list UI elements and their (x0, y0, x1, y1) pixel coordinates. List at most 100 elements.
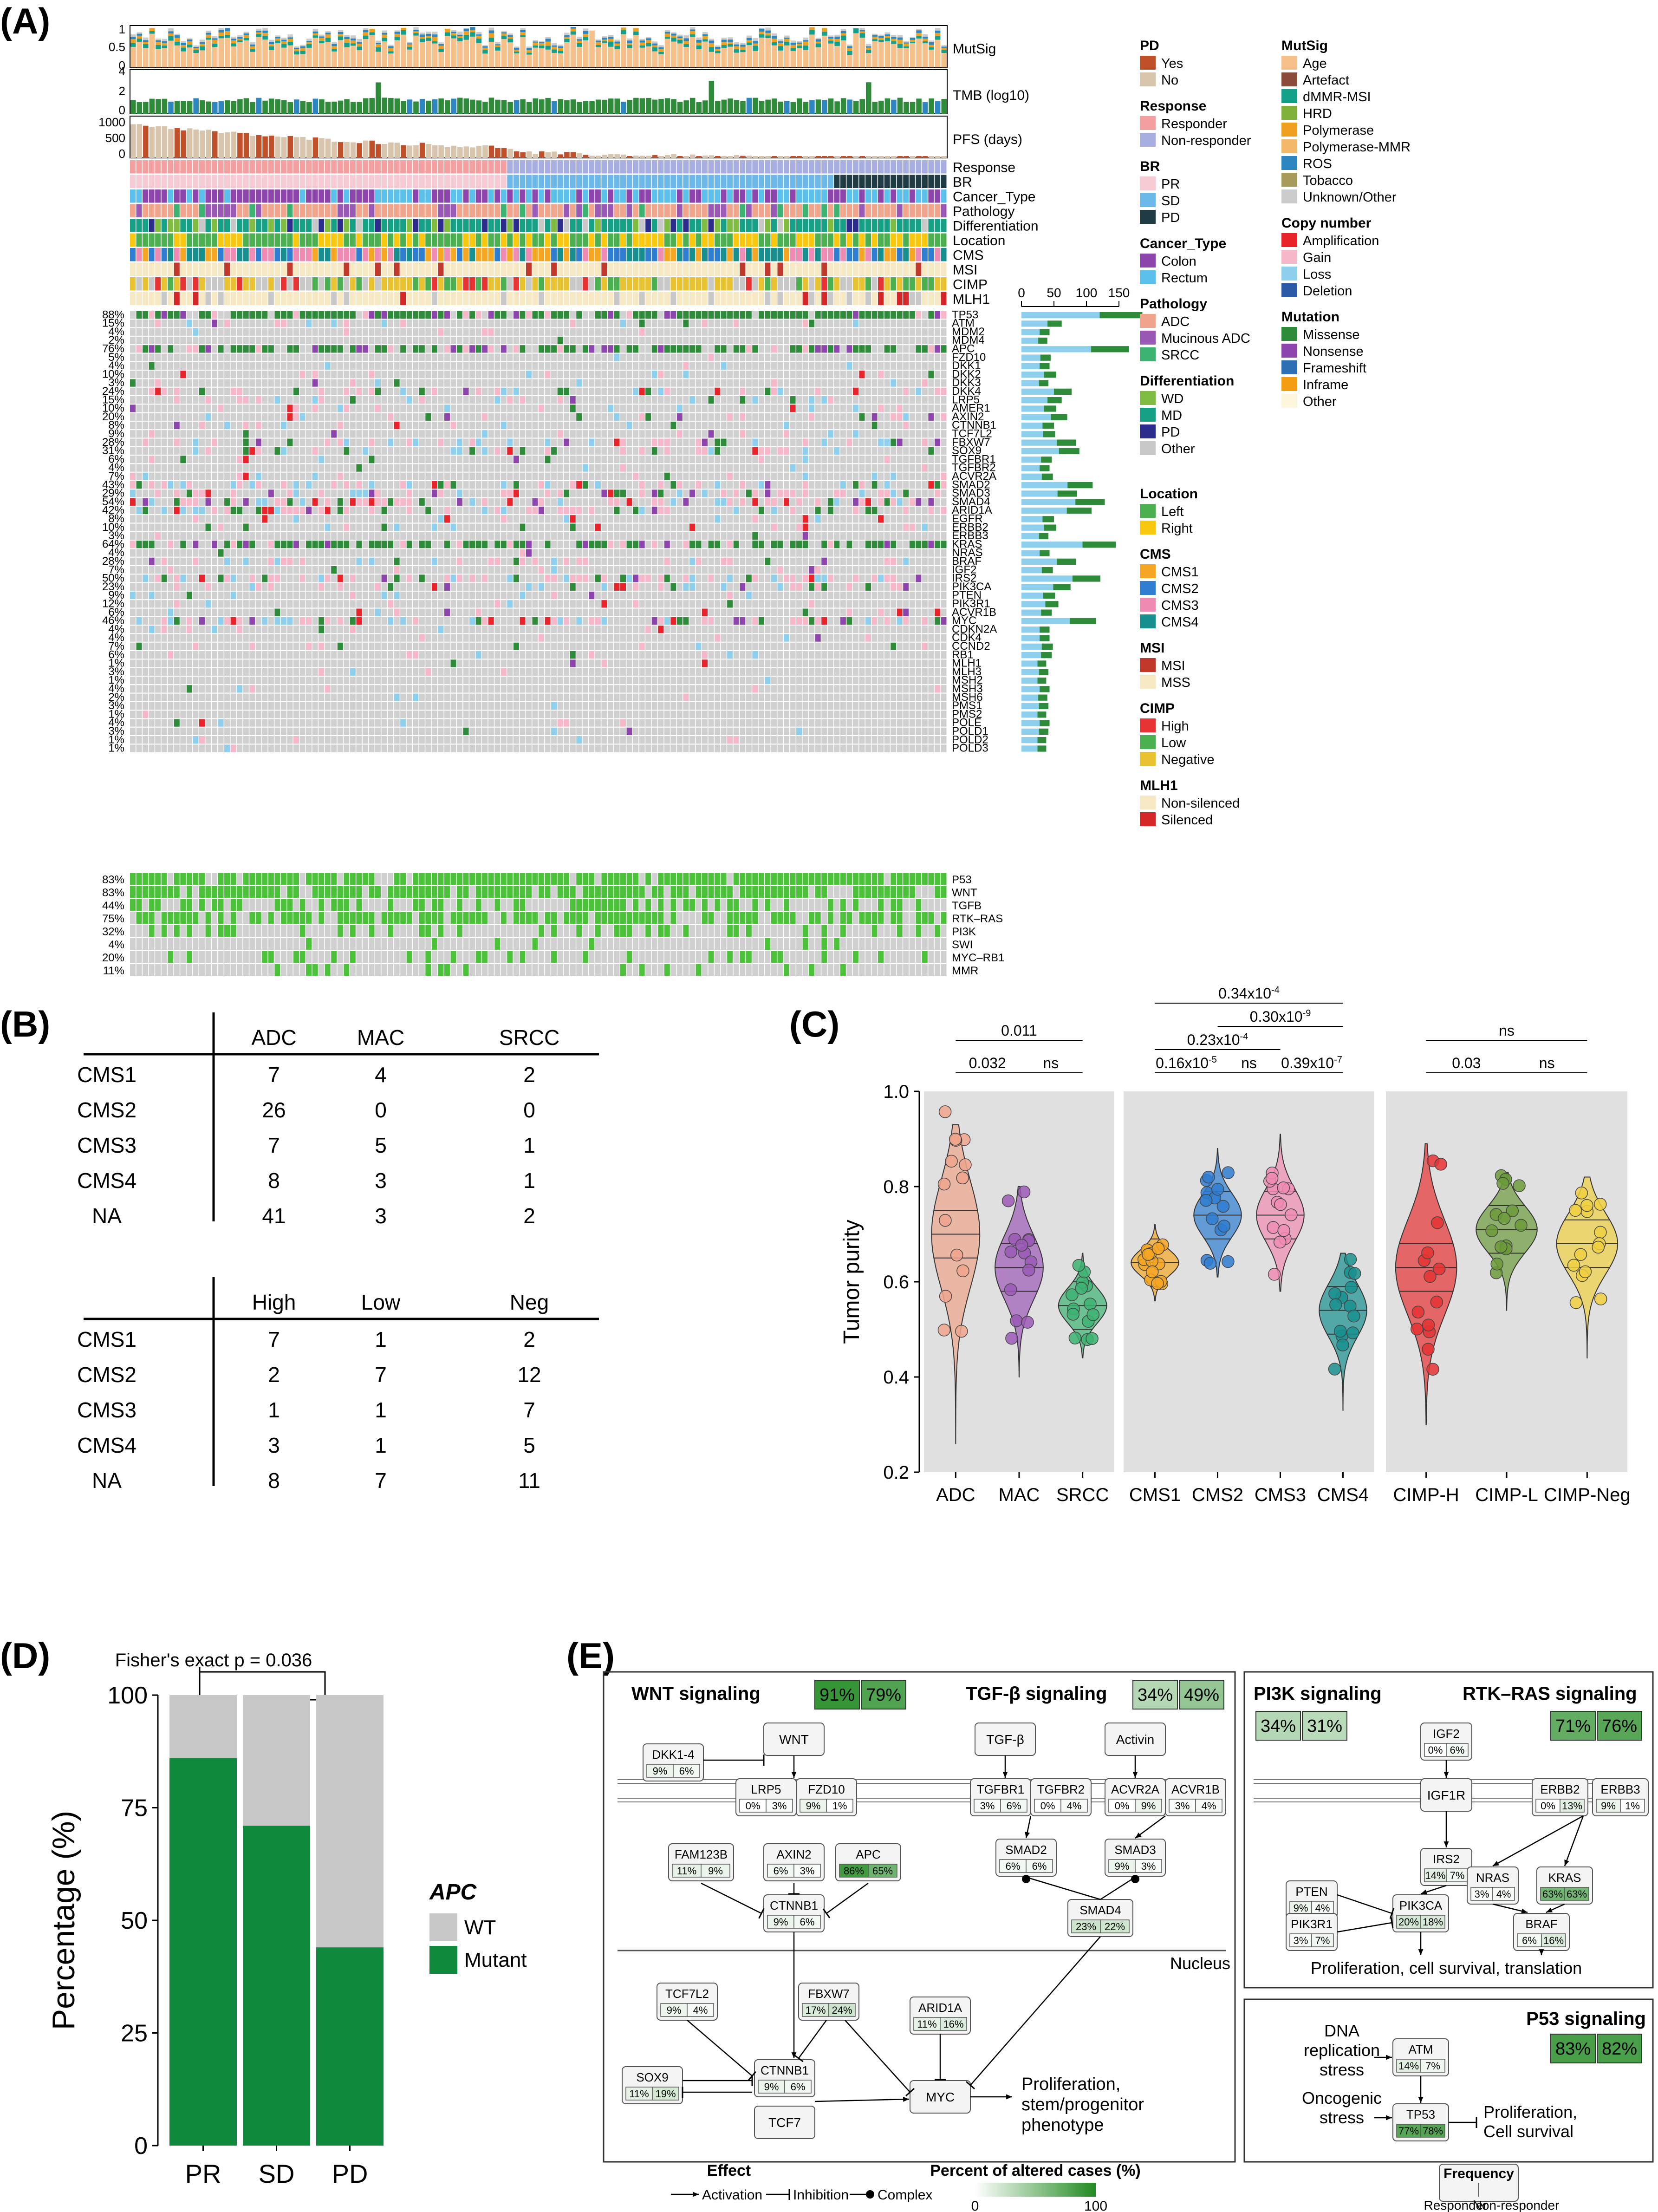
clinical-cell (431, 248, 437, 261)
clinical-cell (903, 189, 909, 203)
pfs-bar (558, 154, 564, 158)
gene-cell (916, 456, 922, 463)
gene-cell (771, 353, 777, 361)
gene-cell (482, 387, 488, 395)
clinical-cell (658, 219, 664, 232)
clinical-cell (859, 219, 865, 232)
gene-cell (859, 472, 865, 480)
gene-cell (394, 464, 400, 472)
clinical-cell (708, 189, 714, 203)
gene-cell (758, 379, 764, 387)
clinical-cell (916, 262, 922, 276)
gene-cell (168, 371, 174, 378)
clinical-cell (651, 292, 657, 305)
gene-cell (287, 311, 293, 319)
clinical-cell (268, 248, 274, 261)
gene-cell (733, 472, 739, 480)
gene-cell (331, 456, 337, 463)
clinical-cell (344, 233, 350, 247)
clinical-cell (903, 248, 909, 261)
gene-cell (758, 336, 764, 345)
gene-cell (319, 328, 325, 336)
gene-cell (664, 464, 670, 472)
gene-cell (633, 447, 639, 455)
gene-cell (589, 438, 595, 446)
clinical-cell (344, 160, 350, 174)
clinical-cell (394, 248, 400, 261)
clinical-cell (381, 160, 387, 174)
gene-cell (369, 430, 375, 438)
mutsig-bar (174, 45, 180, 67)
clinical-cell (589, 189, 595, 203)
mutsig-bar (426, 38, 431, 41)
gene-cell (319, 371, 325, 378)
mutsig-bar (268, 50, 274, 67)
clinical-cell (475, 262, 481, 276)
gene-cell (331, 379, 337, 387)
clinical-cell (312, 219, 318, 232)
mutsig-bar (929, 42, 934, 45)
clinical-cell (790, 292, 796, 305)
clinical-cell (520, 175, 526, 188)
tmb-bar (319, 99, 325, 114)
clinical-cell (262, 219, 268, 232)
mutsig-bar (457, 36, 463, 38)
gene-cell (670, 456, 676, 463)
gene-cell (381, 447, 387, 455)
gene-cell (369, 472, 375, 480)
mutsig-bar (376, 43, 381, 45)
gene-cell (740, 320, 746, 327)
gene-cell (193, 345, 199, 353)
tmb-bar (143, 102, 149, 114)
mutsig-bar (143, 48, 149, 67)
clinical-cell (180, 219, 186, 232)
gene-cell (796, 371, 802, 378)
gene-cell (520, 345, 526, 353)
gene-cell (802, 447, 808, 455)
gene-cell (539, 336, 545, 345)
mutsig-bar (916, 38, 922, 67)
gene-cell (174, 405, 180, 412)
pfs-bar (677, 156, 683, 158)
gene-pct: 9% (108, 428, 124, 440)
gene-cell (143, 362, 149, 370)
gene-cell (212, 413, 218, 421)
gene-cell (205, 311, 211, 319)
clinical-cell (784, 204, 790, 217)
gene-cell (450, 328, 456, 336)
gene-cell (450, 345, 456, 353)
clinical-cell (815, 175, 821, 188)
gene-cell (639, 387, 645, 395)
gene-cell (312, 472, 318, 480)
clinical-cell (375, 160, 381, 174)
mutsig-bar (778, 39, 783, 41)
pfs-bar (250, 136, 255, 158)
gene-cell (520, 362, 526, 370)
gene-cell (551, 464, 557, 472)
gene-cell (331, 447, 337, 455)
tmb-bar (256, 98, 262, 114)
gene-cell (670, 438, 676, 446)
clinical-cell (230, 277, 236, 291)
clinical-cell (846, 175, 852, 188)
clinical-cell (149, 219, 155, 232)
gene-cell (922, 396, 928, 404)
clinical-cell (557, 233, 563, 247)
gene-cell (639, 472, 645, 480)
clinical-cell (771, 219, 777, 232)
clinical-cell (193, 204, 199, 217)
gene-cell (708, 396, 714, 404)
gene-cell (626, 456, 632, 463)
gene-cell (664, 387, 670, 395)
gene-cell (463, 405, 469, 412)
clinical-cell (375, 204, 381, 217)
clinical-cell (337, 233, 343, 247)
gene-cell (790, 464, 796, 472)
pfs-bar (451, 145, 456, 158)
clinical-cell (224, 248, 230, 261)
gene-cell (388, 447, 394, 455)
gene-cell (683, 472, 689, 480)
gene-cell (287, 447, 293, 455)
gene-cell (237, 464, 243, 472)
clinical-cell (589, 292, 595, 305)
